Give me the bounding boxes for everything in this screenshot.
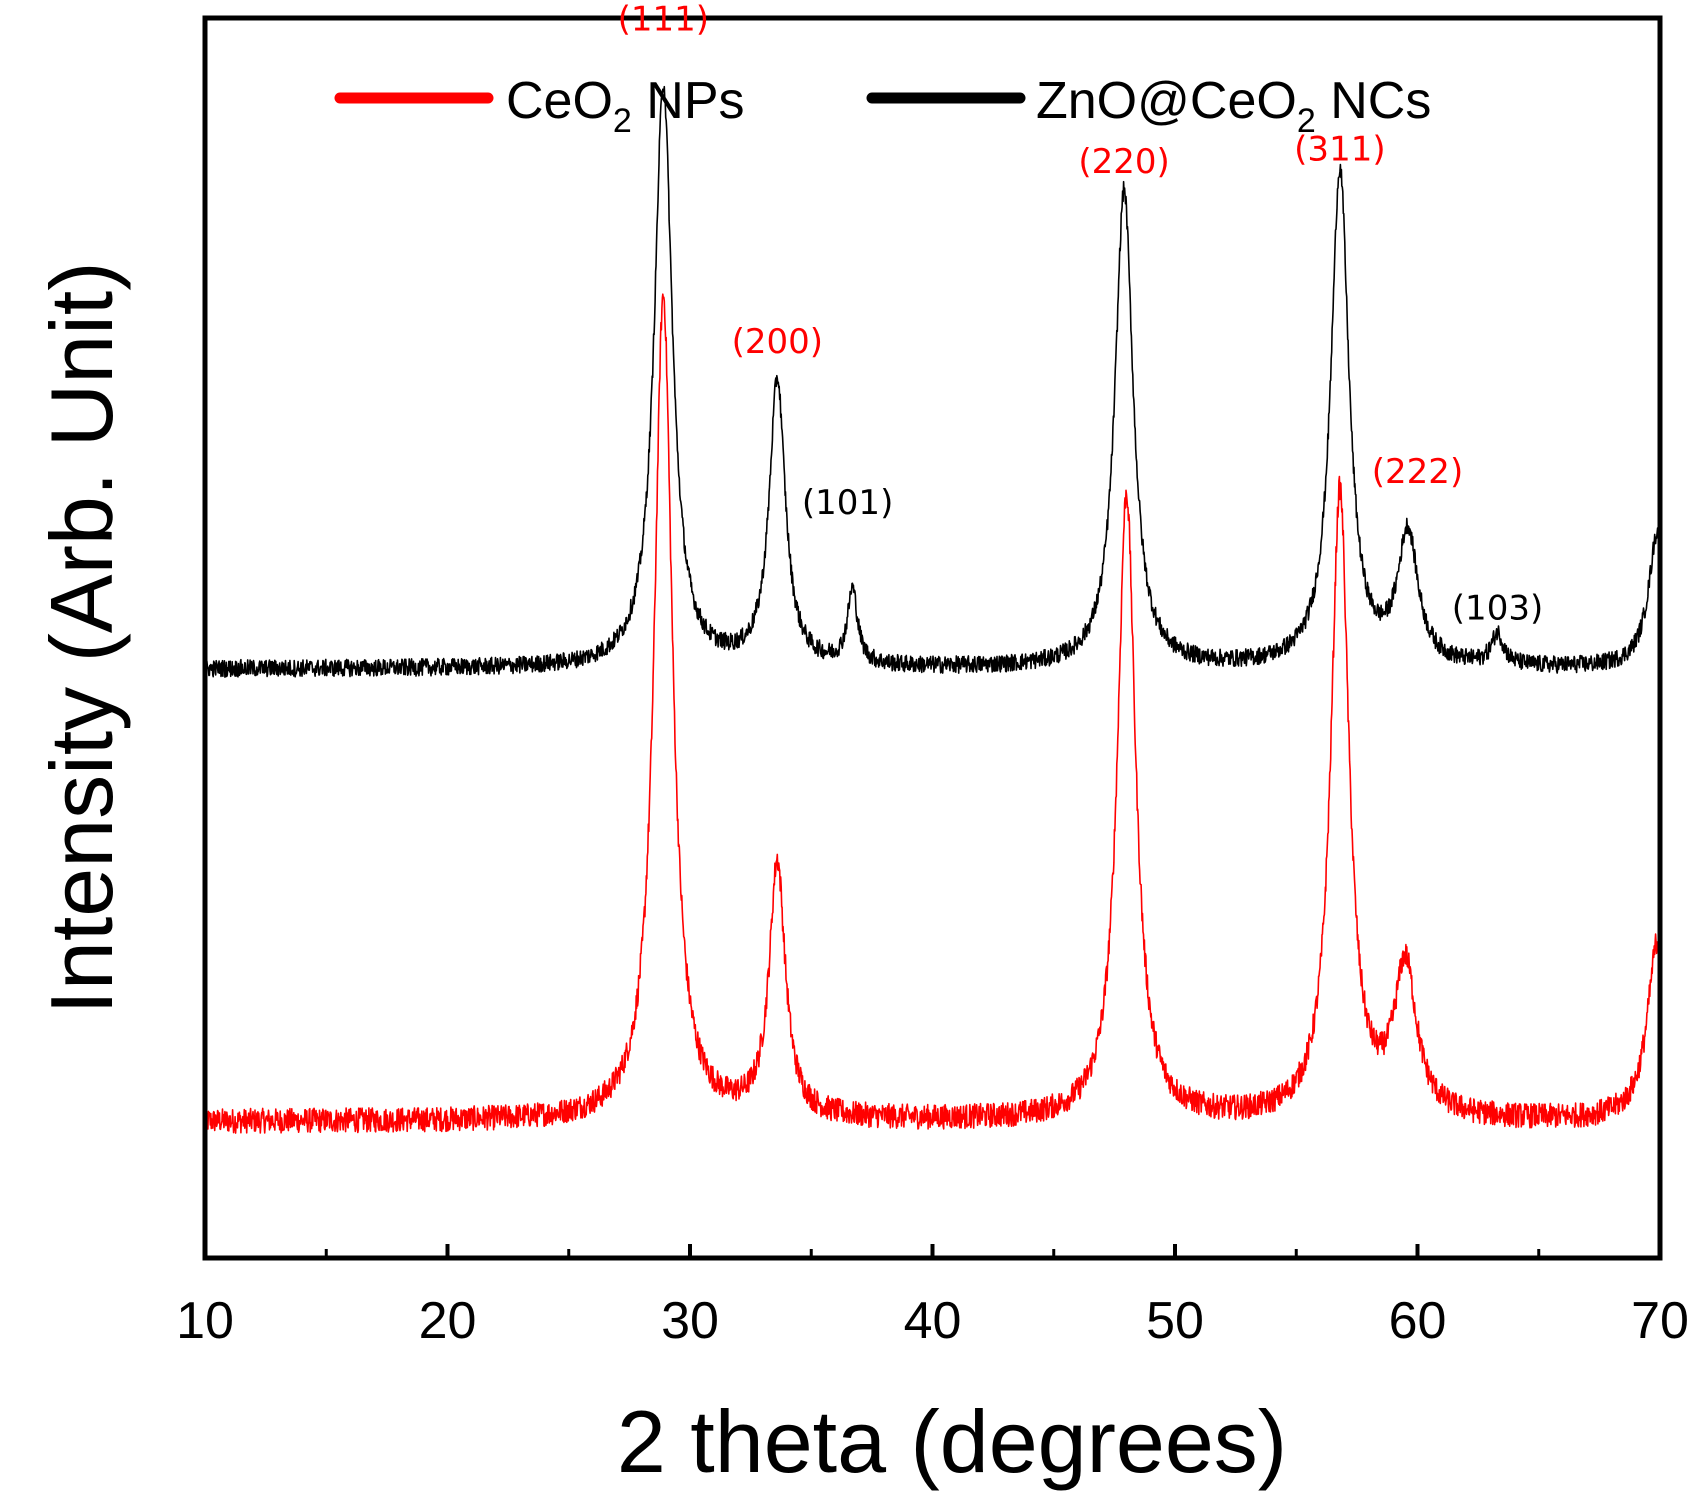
series-layer (204, 85, 1661, 1134)
x-tick-label: 30 (661, 1292, 719, 1350)
x-tick-label: 10 (176, 1292, 234, 1350)
x-tick-label: 70 (1631, 1292, 1689, 1350)
x-ticks: 10 20 30 40 50 60 70 (176, 1244, 1689, 1350)
series-line-zno (204, 85, 1661, 678)
peak-label: (222) (1372, 452, 1463, 492)
legend-label-ceo2: CeO2 NPs (506, 72, 745, 140)
annotations: (111) (200) (101) (220) (311) (222) (103) (618, 0, 1544, 628)
peak-label: (311) (1294, 130, 1385, 170)
peak-label: (101) (802, 483, 893, 523)
legend: CeO2 NPs ZnO@CeO2 NCs (334, 72, 1431, 140)
y-axis-title: Intensity (Arb. Unit) (32, 261, 131, 1014)
peak-label: (111) (618, 0, 709, 39)
peak-label: (220) (1078, 142, 1169, 182)
x-tick-label: 20 (419, 1292, 477, 1350)
x-tick-label: 40 (904, 1292, 962, 1350)
x-tick-label: 60 (1389, 1292, 1447, 1350)
peak-label: (200) (732, 322, 823, 362)
series-line-ceo2 (204, 293, 1661, 1134)
legend-label-zno: ZnO@CeO2 NCs (1036, 72, 1431, 140)
x-axis-title: 2 theta (degrees) (617, 1392, 1287, 1491)
peak-label: (103) (1452, 588, 1543, 628)
x-tick-label: 50 (1146, 1292, 1204, 1350)
